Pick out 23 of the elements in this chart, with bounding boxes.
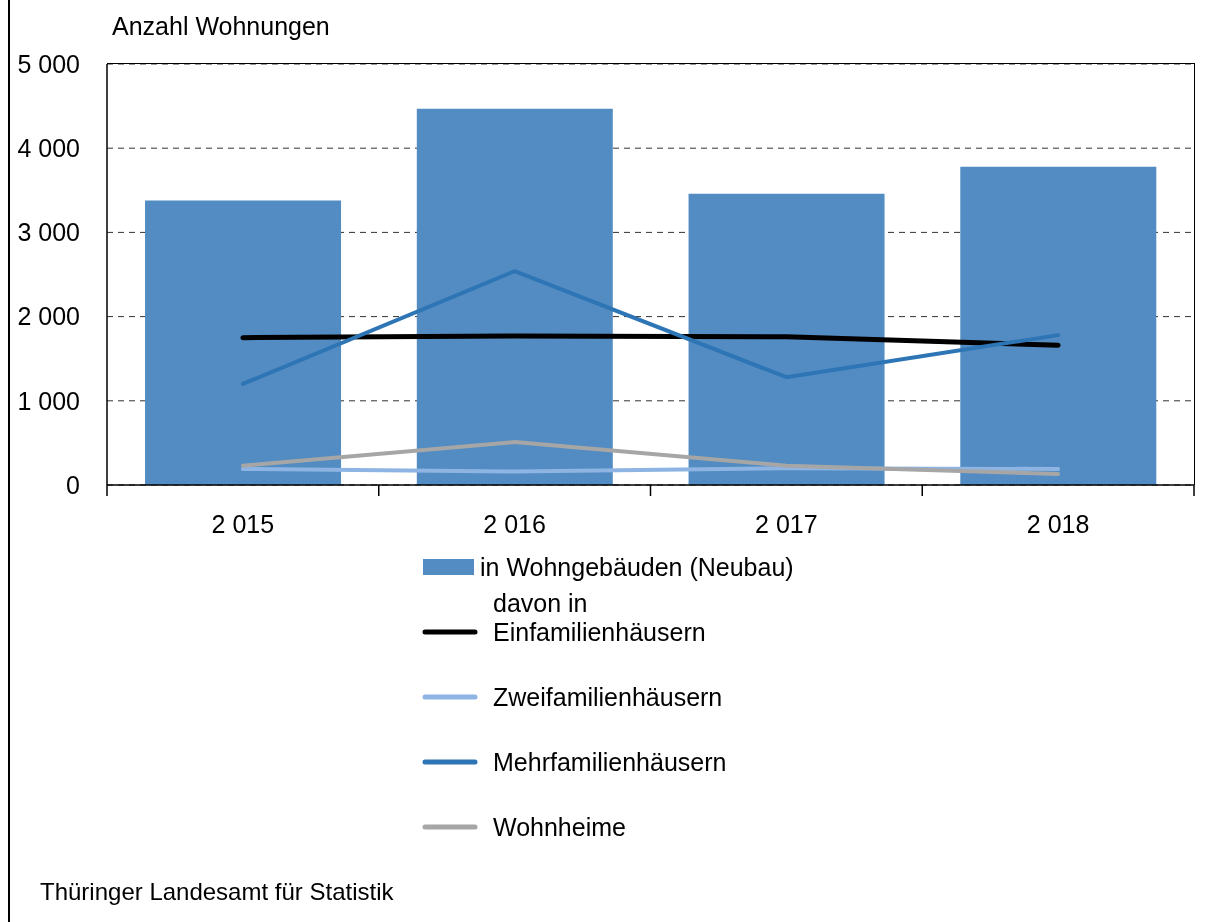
bar: [688, 193, 885, 485]
y-tick-label: 3 000: [17, 218, 80, 247]
y-tick-label: 4 000: [17, 134, 80, 163]
line-series: [240, 269, 1061, 386]
legend-label: in Wohngebäuden (Neubau): [480, 552, 794, 582]
text: davon in: [493, 589, 588, 617]
y-tick-label: 5 000: [17, 49, 80, 78]
y-axis-title: Anzahl Wohnungen: [112, 12, 330, 40]
bar: [145, 200, 342, 485]
y-tick-label: 0: [66, 470, 80, 499]
legend-label: Einfamilienhäusern: [493, 617, 706, 647]
y-tick-label: 1 000: [17, 386, 80, 415]
text: Thüringer Landesamt für Statistik: [40, 878, 394, 905]
x-tick-label: 2 018: [1026, 509, 1090, 538]
x-tick-label: 2 017: [755, 509, 818, 538]
x-tick-label: 2 015: [211, 509, 275, 538]
legend-label: Wohnheime: [493, 812, 626, 842]
legend-label: Zweifamilienhäusern: [493, 682, 723, 712]
bar: [416, 108, 613, 485]
bar: [960, 166, 1157, 485]
y-tick-label: 2 000: [17, 302, 80, 331]
legend-label: Mehrfamilienhäusern: [493, 747, 727, 777]
x-tick-label: 2 016: [483, 509, 546, 538]
